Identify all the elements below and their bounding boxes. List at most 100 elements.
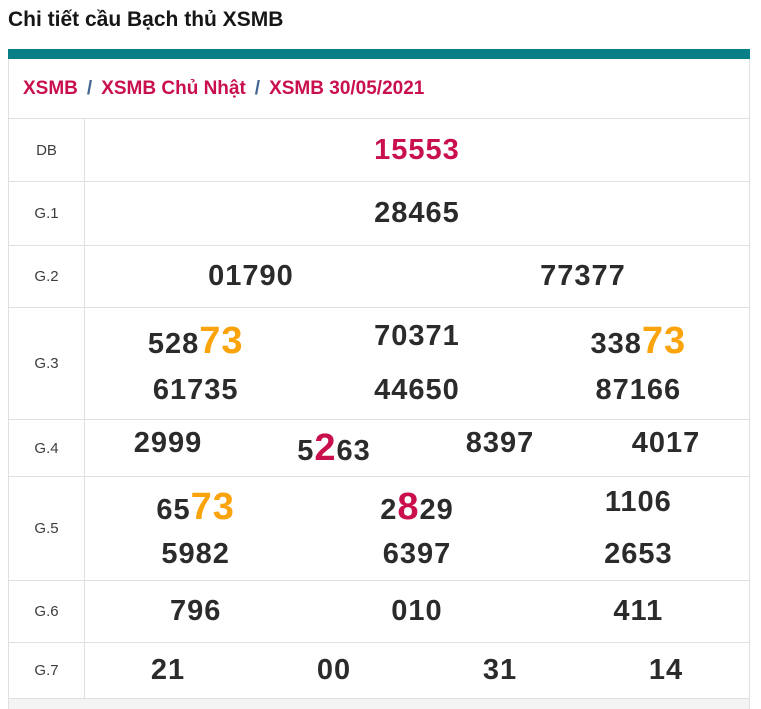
digits: 796 bbox=[169, 595, 222, 627]
prize-number: 70371 bbox=[306, 320, 527, 363]
table-row: G.3 52873 70371 33873 61735 44650 87166 bbox=[9, 307, 749, 419]
prize-number: 2653 bbox=[528, 538, 749, 571]
prize-number: 8397 bbox=[417, 427, 583, 470]
prize-values: 28465 bbox=[85, 182, 749, 245]
highlighted-digits: 73 bbox=[641, 319, 687, 362]
digits: 31 bbox=[482, 654, 518, 686]
prize-number: 44650 bbox=[306, 374, 527, 407]
breadcrumb-separator: / bbox=[86, 77, 93, 99]
digits: 2 bbox=[380, 494, 398, 526]
prize-number: 87166 bbox=[528, 374, 749, 407]
digits: 28465 bbox=[374, 197, 460, 229]
prize-number: 00 bbox=[251, 654, 417, 687]
prize-line: 21 00 31 14 bbox=[85, 654, 749, 687]
table-row: G.2 01790 77377 bbox=[9, 245, 749, 307]
breadcrumb: XSMB / XSMB Chủ Nhật / XSMB 30/05/2021 bbox=[9, 59, 749, 118]
highlighted-digits: 2 bbox=[314, 426, 337, 469]
next-section-strip bbox=[9, 698, 749, 709]
digits: 14 bbox=[648, 654, 684, 686]
prize-number: 52873 bbox=[85, 320, 306, 363]
prize-values: 796 010 411 bbox=[85, 581, 749, 642]
prize-number: 6573 bbox=[85, 486, 306, 529]
prize-number: 5263 bbox=[251, 427, 417, 470]
prize-values: 6573 2829 1106 5982 6397 2653 bbox=[85, 477, 749, 580]
prize-number: 77377 bbox=[417, 260, 749, 293]
digits: 77377 bbox=[540, 260, 626, 292]
prize-line: 15553 bbox=[85, 134, 749, 167]
prize-line: 5982 6397 2653 bbox=[85, 538, 749, 571]
digits: 5 bbox=[297, 434, 315, 467]
prize-values: 2999 5263 8397 4017 bbox=[85, 420, 749, 476]
prize-values: 21 00 31 14 bbox=[85, 643, 749, 698]
prize-number: 14 bbox=[583, 654, 749, 687]
prize-line: 796 010 411 bbox=[85, 595, 749, 628]
digits: 411 bbox=[613, 595, 664, 627]
digits: 010 bbox=[391, 595, 443, 627]
panel-top-accent bbox=[8, 49, 750, 59]
digits: 00 bbox=[316, 654, 352, 686]
table-row: G.4 2999 5263 8397 4017 bbox=[9, 419, 749, 476]
prize-line: 01790 77377 bbox=[85, 260, 749, 293]
digits: 2999 bbox=[133, 426, 203, 459]
prize-line: 28465 bbox=[85, 197, 749, 230]
prize-number: 796 bbox=[85, 595, 306, 628]
digits: 8397 bbox=[465, 426, 535, 459]
breadcrumb-link[interactable]: XSMB Chủ Nhật bbox=[101, 77, 246, 99]
digits: 61735 bbox=[152, 374, 239, 407]
digits: 6397 bbox=[382, 538, 452, 570]
digits: 2653 bbox=[604, 538, 673, 570]
digits: 4017 bbox=[631, 426, 701, 459]
digits: 1106 bbox=[604, 486, 672, 518]
prize-label: G.5 bbox=[9, 477, 85, 580]
prize-number: 28465 bbox=[85, 197, 749, 230]
digits: 528 bbox=[147, 327, 200, 360]
breadcrumb-link[interactable]: XSMB 30/05/2021 bbox=[269, 77, 425, 99]
prize-number: 5982 bbox=[85, 538, 306, 571]
table-row: G.7 21 00 31 14 bbox=[9, 642, 749, 698]
highlighted-digits: 73 bbox=[199, 319, 244, 362]
digits: 44650 bbox=[374, 374, 460, 407]
digits: 87166 bbox=[595, 374, 682, 407]
breadcrumb-link[interactable]: XSMB bbox=[23, 77, 78, 99]
prize-number: 21 bbox=[85, 654, 251, 687]
results-rows: DB 15553 G.1 28465 G.2 01790 77377 G.3 52873 7037… bbox=[9, 118, 749, 698]
prize-values: 52873 70371 33873 61735 44650 87166 bbox=[85, 308, 749, 419]
prize-number: 010 bbox=[306, 595, 527, 628]
table-row: G.6 796 010 411 bbox=[9, 580, 749, 642]
prize-label: G.6 bbox=[9, 581, 85, 642]
prize-number: 6397 bbox=[306, 538, 527, 571]
highlighted-digits: 8 bbox=[397, 486, 420, 528]
prize-label: G.2 bbox=[9, 246, 85, 307]
colored-digits: 15553 bbox=[374, 133, 460, 166]
digits: 70371 bbox=[374, 319, 460, 352]
prize-label: G.7 bbox=[9, 643, 85, 698]
digits: 63 bbox=[336, 434, 371, 467]
prize-label: G.1 bbox=[9, 182, 85, 245]
prize-number: 15553 bbox=[85, 134, 749, 167]
digits: 65 bbox=[156, 494, 191, 526]
prize-number: 61735 bbox=[85, 374, 306, 407]
digits: 5982 bbox=[161, 538, 230, 570]
prize-values: 15553 bbox=[85, 119, 749, 181]
table-row: G.1 28465 bbox=[9, 181, 749, 245]
prize-label: G.4 bbox=[9, 420, 85, 476]
digits: 29 bbox=[419, 494, 454, 526]
prize-line: 61735 44650 87166 bbox=[85, 374, 749, 407]
prize-line: 2999 5263 8397 4017 bbox=[85, 427, 749, 470]
digits: 338 bbox=[590, 327, 642, 360]
table-row: DB 15553 bbox=[9, 118, 749, 181]
prize-number: 1106 bbox=[528, 486, 749, 529]
prize-values: 01790 77377 bbox=[85, 246, 749, 307]
prize-label: DB bbox=[9, 119, 85, 181]
prize-number: 01790 bbox=[85, 260, 417, 293]
prize-line: 6573 2829 1106 bbox=[85, 486, 749, 529]
prize-number: 33873 bbox=[528, 320, 749, 363]
prize-label: G.3 bbox=[9, 308, 85, 419]
prize-number: 31 bbox=[417, 654, 583, 687]
breadcrumb-separator: / bbox=[254, 77, 261, 99]
page-title: Chi tiết cầu Bạch thủ XSMB bbox=[8, 8, 284, 31]
prize-number: 2829 bbox=[306, 486, 527, 529]
prize-line: 52873 70371 33873 bbox=[85, 320, 749, 363]
results-panel: XSMB / XSMB Chủ Nhật / XSMB 30/05/2021 DB 155… bbox=[8, 49, 750, 709]
highlighted-digits: 73 bbox=[190, 486, 235, 528]
